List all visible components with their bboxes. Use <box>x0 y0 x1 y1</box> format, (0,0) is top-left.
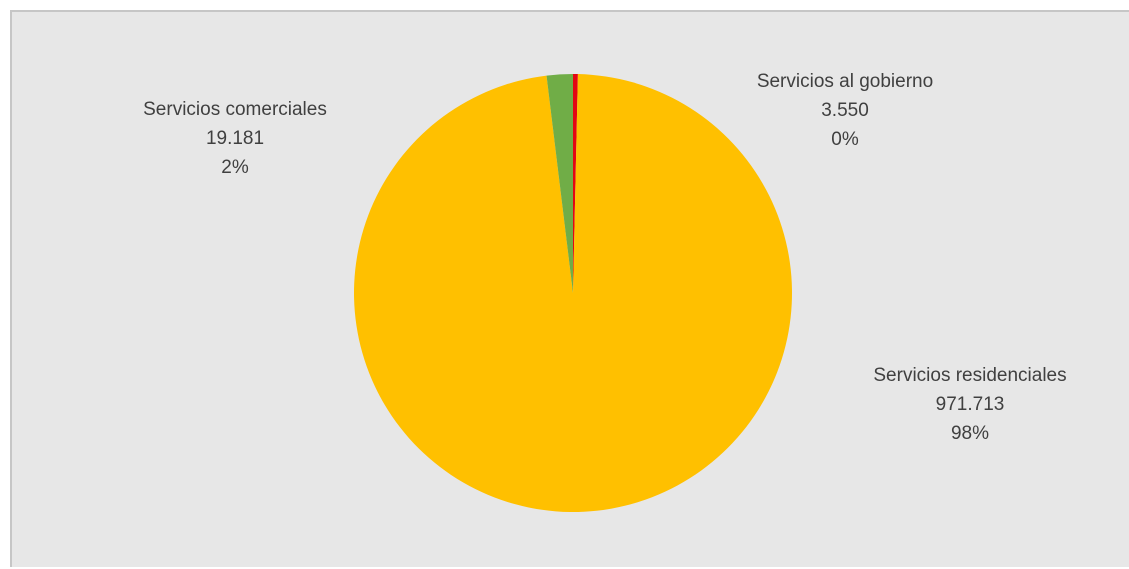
pie-slice-gobierno <box>573 74 578 293</box>
data-label-comerciales: Servicios comerciales 19.181 2% <box>120 95 350 182</box>
slice-percent-gobierno: 0% <box>831 129 859 150</box>
slice-name-residenciales: Servicios residenciales <box>873 365 1067 386</box>
data-label-gobierno: Servicios al gobierno 3.550 0% <box>730 67 960 154</box>
slice-percent-comerciales: 2% <box>221 157 249 178</box>
pie-slice-residenciales <box>354 74 792 513</box>
slice-name-comerciales: Servicios comerciales <box>143 99 327 120</box>
slice-value-residenciales: 971.713 <box>935 394 1005 415</box>
slice-percent-residenciales: 98% <box>950 423 990 444</box>
pie-slice-comerciales <box>546 74 573 293</box>
pie-slices <box>354 74 792 513</box>
data-label-residenciales: Servicios residenciales 971.713 98% <box>845 361 1095 448</box>
slice-name-gobierno: Servicios al gobierno <box>756 71 934 92</box>
slice-value-gobierno: 3.550 <box>821 100 869 121</box>
slice-value-comerciales: 19.181 <box>205 128 265 149</box>
